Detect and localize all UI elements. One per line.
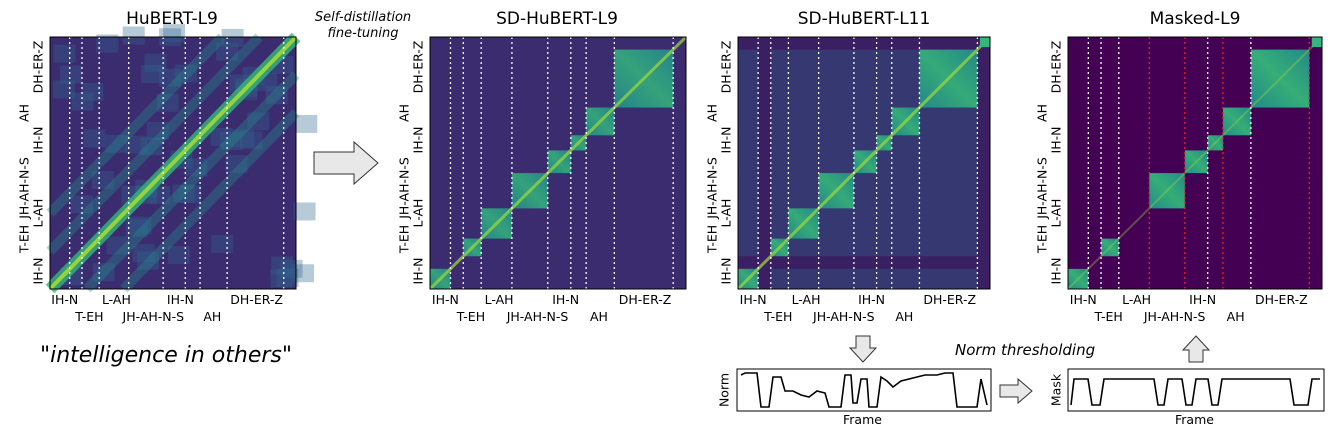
y-tick-label: JH-AH-N-S bbox=[1035, 157, 1050, 219]
panel-title-masked: Masked-L9 bbox=[1068, 9, 1322, 29]
x-tick-label: L-AH bbox=[1122, 292, 1151, 307]
y-tick-label: AH bbox=[1035, 104, 1050, 122]
self-distillation-caption: Self-distillation fine-tuning bbox=[300, 10, 426, 42]
y-tick-label: IH-N bbox=[31, 258, 46, 285]
y-tick-label: L-AH bbox=[411, 199, 426, 228]
quote-open: " bbox=[40, 343, 50, 368]
y-tick-label: DH-ER-Z bbox=[719, 41, 734, 94]
x-tick-label: IH-N bbox=[740, 292, 767, 307]
x-tick-label: JH-AH-N-S bbox=[1144, 309, 1206, 324]
up-arrow-icon bbox=[1182, 334, 1210, 364]
y-tick-label: T-EH bbox=[17, 224, 32, 252]
y-tick-label: DH-ER-Z bbox=[31, 41, 46, 94]
y-tick-label: T-EH bbox=[397, 224, 412, 252]
y-tick-label: DH-ER-Z bbox=[411, 41, 426, 94]
x-tick-label: IH-N bbox=[1070, 292, 1097, 307]
x-tick-label: T-EH bbox=[764, 309, 792, 324]
y-tick-label: AH bbox=[705, 104, 720, 122]
norm-thresholding-label: Norm thresholding bbox=[955, 341, 1095, 359]
x-tick-label: T-EH bbox=[1094, 309, 1122, 324]
y-tick-label: JH-AH-N-S bbox=[397, 157, 412, 219]
small-right-arrow-icon bbox=[998, 378, 1034, 404]
y-tick-label: IH-N bbox=[1049, 127, 1064, 154]
norm-plot-ylabel: Norm bbox=[717, 373, 732, 407]
norm-plot-xlabel: Frame bbox=[843, 412, 882, 427]
right-arrow-icon bbox=[312, 140, 382, 186]
x-tick-label: L-AH bbox=[792, 292, 821, 307]
similarity-matrix-sd-l9 bbox=[430, 37, 686, 289]
caption-line-2: fine-tuning bbox=[300, 26, 426, 42]
x-tick-label: AH bbox=[895, 309, 913, 324]
similarity-matrix-masked bbox=[1068, 37, 1322, 289]
y-tick-label: T-EH bbox=[1035, 224, 1050, 252]
y-tick-label: IH-N bbox=[411, 127, 426, 154]
x-tick-label: AH bbox=[1227, 309, 1245, 324]
y-tick-label: IH-N bbox=[31, 127, 46, 154]
similarity-matrix-hubert bbox=[50, 37, 296, 289]
mask-plot bbox=[1068, 369, 1324, 411]
x-tick-label: AH bbox=[590, 309, 608, 324]
x-tick-label: IH-N bbox=[432, 292, 459, 307]
x-tick-label: DH-ER-Z bbox=[230, 292, 283, 307]
y-tick-label: L-AH bbox=[31, 199, 46, 228]
x-tick-label: IH-N bbox=[1189, 292, 1216, 307]
similarity-matrix-sd-l11 bbox=[738, 37, 990, 289]
x-tick-label: L-AH bbox=[485, 292, 514, 307]
x-tick-label: JH-AH-N-S bbox=[813, 309, 875, 324]
x-tick-label: IH-N bbox=[858, 292, 885, 307]
norm-plot bbox=[737, 369, 991, 411]
x-tick-label: IH-N bbox=[167, 292, 194, 307]
caption-line-1: Self-distillation bbox=[300, 10, 426, 26]
quote-close: " bbox=[282, 343, 292, 368]
y-tick-label: IH-N bbox=[411, 258, 426, 285]
x-tick-label: T-EH bbox=[75, 309, 103, 324]
down-arrow-icon bbox=[849, 334, 877, 364]
x-tick-label: DH-ER-Z bbox=[619, 292, 672, 307]
panel-title-sd-l9: SD-HuBERT-L9 bbox=[430, 9, 684, 29]
y-tick-label: JH-AH-N-S bbox=[705, 157, 720, 219]
quote-caption: "intelligence in others" bbox=[40, 343, 292, 368]
y-tick-label: L-AH bbox=[719, 199, 734, 228]
x-tick-label: IH-N bbox=[51, 292, 78, 307]
y-tick-label: IH-N bbox=[1049, 258, 1064, 285]
y-tick-label: AH bbox=[17, 104, 32, 122]
y-tick-label: T-EH bbox=[705, 224, 720, 252]
y-tick-label: IH-N bbox=[719, 127, 734, 154]
y-tick-label: IH-N bbox=[719, 258, 734, 285]
x-tick-label: DH-ER-Z bbox=[923, 292, 976, 307]
x-tick-label: IH-N bbox=[552, 292, 579, 307]
panel-title-sd-l11: SD-HuBERT-L11 bbox=[738, 9, 990, 29]
x-tick-label: JH-AH-N-S bbox=[507, 309, 569, 324]
x-tick-label: JH-AH-N-S bbox=[123, 309, 185, 324]
y-tick-label: L-AH bbox=[1049, 199, 1064, 228]
x-tick-label: DH-ER-Z bbox=[1255, 292, 1308, 307]
mask-plot-ylabel: Mask bbox=[1049, 374, 1064, 406]
mask-plot-xlabel: Frame bbox=[1175, 412, 1214, 427]
y-tick-label: JH-AH-N-S bbox=[17, 157, 32, 219]
x-tick-label: T-EH bbox=[457, 309, 485, 324]
x-tick-label: AH bbox=[203, 309, 221, 324]
x-tick-label: L-AH bbox=[102, 292, 131, 307]
y-tick-label: DH-ER-Z bbox=[1049, 41, 1064, 94]
quote-text: intelligence in others bbox=[50, 343, 282, 368]
y-tick-label: AH bbox=[397, 104, 412, 122]
